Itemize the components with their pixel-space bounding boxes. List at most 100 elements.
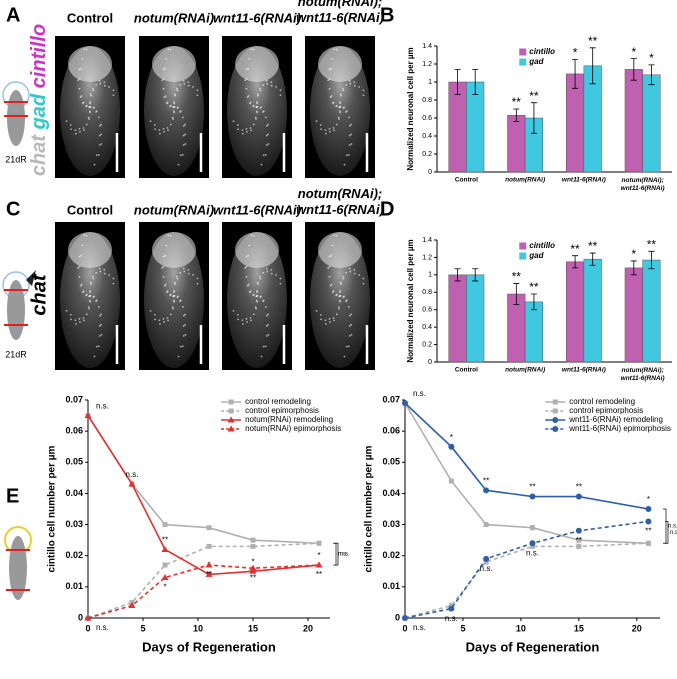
speckle (179, 345, 182, 348)
data-point (645, 540, 651, 546)
speckle (83, 48, 86, 51)
y-tick-label: 0.04 (65, 488, 83, 498)
speckle (331, 291, 334, 294)
speckle (256, 93, 259, 96)
y-tick-label: 0.02 (382, 550, 400, 560)
speckle (80, 254, 83, 257)
speckle (350, 313, 352, 316)
speckle (65, 120, 68, 123)
speckle (254, 306, 257, 309)
speckle (241, 129, 244, 131)
speckle (347, 116, 350, 119)
speckle (328, 127, 331, 130)
speckle (244, 267, 247, 269)
speckle (177, 106, 179, 109)
speckle (266, 82, 269, 85)
data-point (483, 559, 489, 565)
speckle (112, 94, 115, 97)
speckle (232, 120, 235, 123)
speckle (262, 299, 265, 302)
legend-swatch (519, 58, 527, 66)
x-tick-label: 10 (516, 623, 526, 633)
speckle (265, 335, 268, 337)
speckle (362, 89, 365, 92)
speckle (154, 318, 156, 321)
speckle (335, 313, 338, 316)
stain-label: chat (28, 134, 50, 176)
speckle (97, 345, 100, 348)
data-point (448, 603, 454, 609)
speckle (162, 68, 165, 71)
y-tick-label: 0.2 (422, 151, 432, 158)
speckle (92, 87, 94, 90)
speckle (335, 234, 338, 237)
speckle (237, 318, 239, 321)
speckle (245, 255, 248, 258)
speckle (172, 118, 174, 120)
speckle (70, 128, 72, 131)
error-bar (572, 255, 579, 269)
speckle (328, 265, 331, 268)
speckle (183, 314, 185, 317)
head-signal (318, 46, 362, 82)
speckle (256, 101, 258, 104)
bar (642, 74, 661, 173)
speckle (249, 127, 252, 129)
speckle (100, 133, 103, 136)
legend-label: wnt11-6(RNAi) remodeling (568, 415, 663, 424)
speckle (184, 123, 186, 126)
speckle (93, 295, 95, 298)
speckle (345, 345, 348, 348)
speckle (259, 275, 261, 278)
data-point (576, 537, 582, 543)
legend-marker (227, 425, 235, 432)
stain-labels: chat gad cintillo (28, 24, 50, 176)
y-tick-label: 1 (428, 272, 432, 279)
speckle (153, 124, 156, 126)
speckle (100, 313, 102, 316)
bracket (333, 542, 337, 566)
error-bar (589, 252, 596, 266)
speckle (242, 132, 244, 135)
speckle (245, 68, 248, 71)
speckle (97, 116, 100, 119)
speckle (173, 289, 175, 292)
legend-label: gad (528, 57, 544, 66)
speckle (187, 81, 190, 84)
legend-label: cintillo (529, 241, 555, 250)
speckle (337, 306, 340, 309)
speckle (153, 313, 156, 316)
bracket-label: n.s. (670, 530, 677, 536)
speckle (78, 276, 81, 278)
speckle (182, 325, 185, 327)
data-point (249, 564, 257, 571)
speckle (255, 295, 258, 298)
speckle (97, 154, 100, 156)
speckle (252, 313, 255, 316)
speckle (112, 89, 115, 92)
speckle (252, 105, 255, 108)
y-tick-label: 0.06 (65, 426, 83, 436)
speckle (267, 333, 270, 336)
panel-label: D (380, 198, 394, 220)
significance: n.s. (445, 614, 458, 623)
speckle (187, 84, 190, 87)
y-tick-label: 0.4 (422, 324, 432, 331)
significance: * (631, 247, 636, 261)
speckle (236, 313, 239, 316)
speckle (162, 265, 165, 268)
speckle (267, 313, 269, 316)
speckle (182, 144, 185, 146)
speckle (245, 276, 248, 278)
speckle (165, 57, 168, 60)
speckle (267, 133, 270, 136)
legend-label: wnt11-6(RNAi) epimorphosis (568, 424, 671, 433)
data-point (530, 543, 535, 549)
speckle (79, 96, 82, 99)
speckle (260, 106, 262, 109)
speckle (95, 83, 98, 86)
speckle (264, 345, 267, 348)
bar (524, 301, 543, 363)
significance: * (631, 45, 636, 59)
speckle (328, 68, 331, 71)
